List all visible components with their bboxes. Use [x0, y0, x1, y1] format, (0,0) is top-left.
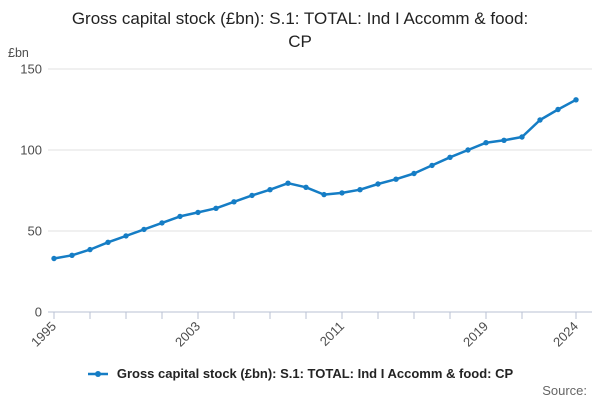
data-point-marker[interactable] [51, 255, 57, 262]
y-tick-label: 50 [28, 224, 42, 239]
data-point-marker[interactable] [123, 233, 129, 239]
y-axis-unit-label: £bn [8, 46, 29, 60]
y-tick-label: 150 [20, 62, 42, 77]
chart-title: Gross capital stock (£bn): S.1: TOTAL: I… [71, 9, 529, 51]
y-tick-label: 0 [35, 305, 42, 320]
data-point-marker[interactable] [429, 162, 435, 169]
data-point-marker[interactable] [141, 226, 147, 233]
data-point-marker[interactable] [303, 184, 309, 190]
x-tick-label: 2024 [550, 319, 581, 350]
source-note: Source: [542, 383, 587, 398]
data-point-marker[interactable] [465, 147, 471, 153]
data-point-marker[interactable] [105, 239, 111, 245]
data-point-marker[interactable] [519, 134, 525, 140]
data-point-marker[interactable] [537, 117, 543, 123]
data-point-marker[interactable] [375, 181, 381, 187]
data-point-marker[interactable] [159, 220, 165, 226]
data-point-marker[interactable] [447, 154, 453, 160]
data-point-marker[interactable] [231, 199, 237, 205]
data-point-marker[interactable] [87, 246, 93, 253]
legend-series-marker-icon [87, 370, 108, 377]
data-point-marker[interactable] [177, 213, 183, 220]
x-tick-label: 2011 [317, 319, 347, 349]
data-point-marker[interactable] [357, 187, 363, 193]
x-tick-label: 2019 [460, 319, 491, 350]
line-chart: 0 50 100 150 1995 2003 2011 2019 2024 [20, 62, 592, 350]
data-point-marker[interactable] [501, 137, 507, 143]
data-point-marker[interactable] [573, 97, 579, 103]
data-point-marker[interactable] [249, 192, 255, 199]
data-point-marker[interactable] [285, 180, 291, 186]
legend-label: Gross capital stock (£bn): S.1: TOTAL: I… [116, 366, 514, 381]
x-tick-label: 2003 [172, 319, 203, 350]
data-point-marker[interactable] [393, 176, 399, 182]
data-point-marker[interactable] [321, 191, 327, 198]
data-point-marker[interactable] [213, 205, 219, 211]
data-point-marker[interactable] [69, 252, 75, 258]
series-line [52, 98, 578, 260]
legend[interactable]: Gross capital stock (£bn): S.1: TOTAL: I… [0, 366, 600, 381]
x-tick-label: 1995 [28, 319, 59, 350]
data-point-marker[interactable] [411, 170, 417, 177]
data-point-marker[interactable] [195, 209, 201, 216]
data-point-marker[interactable] [339, 190, 345, 196]
data-point-marker[interactable] [483, 140, 489, 146]
data-point-marker[interactable] [555, 106, 561, 113]
y-tick-label: 100 [20, 143, 42, 158]
data-point-marker[interactable] [267, 187, 273, 193]
